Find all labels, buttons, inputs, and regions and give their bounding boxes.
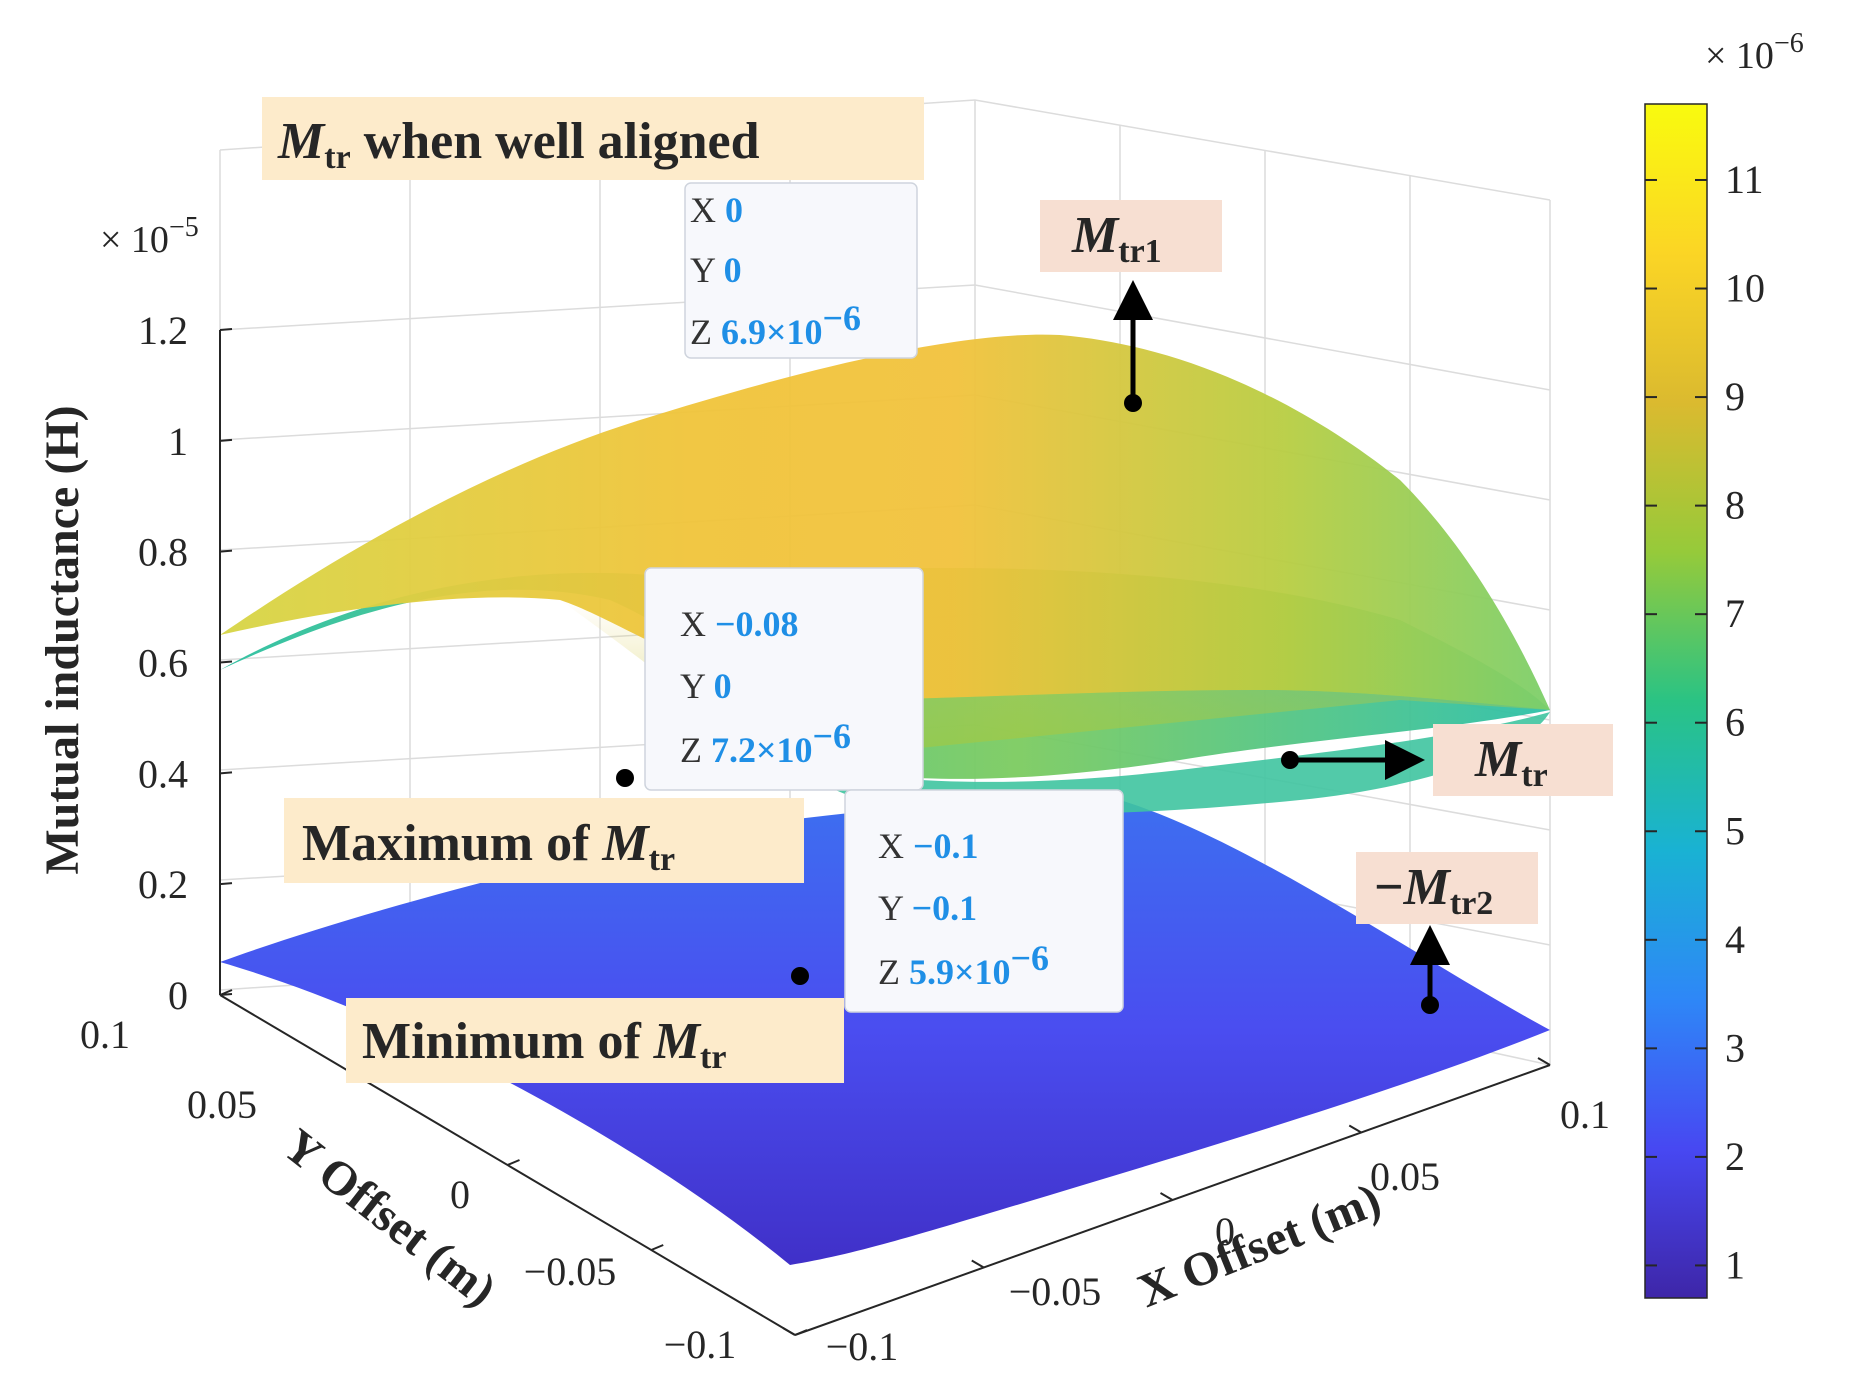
y-tick-mark xyxy=(794,1329,808,1336)
z-tick-label: 0 xyxy=(168,973,188,1018)
colorbar-multiplier: × 10−6 xyxy=(1705,28,1804,77)
x-tick-label: 0 xyxy=(1215,1209,1235,1254)
svg-text:Mtr1: Mtr1 xyxy=(1071,207,1162,270)
x-axis-label: X Offset (m) xyxy=(1131,1173,1388,1318)
datatip-minimum: X −0.1 Y −0.1 Z 5.9×10−6 xyxy=(844,789,1124,1013)
svg-text:Y 0: Y 0 xyxy=(680,666,732,706)
z-tick-label: 1 xyxy=(168,419,188,464)
y-tick-mark xyxy=(219,989,233,996)
colorbar-tick-label: 1 xyxy=(1725,1242,1745,1287)
z-tick-label: 1.2 xyxy=(138,308,188,353)
annotation-mtr2: −Mtr2 xyxy=(1356,852,1538,924)
svg-text:X −0.1: X −0.1 xyxy=(878,826,979,866)
marker-mtr2 xyxy=(1421,996,1439,1014)
x-tick-label: 0.1 xyxy=(1560,1092,1610,1137)
annotation-minimum: Minimum of Mtr xyxy=(346,998,844,1083)
annotation-arrows xyxy=(1113,280,1450,997)
y-axis-label: Y Offset (m) xyxy=(273,1119,506,1317)
colorbar-tick-label: 2 xyxy=(1725,1134,1745,1179)
colorbar-tick-label: 7 xyxy=(1725,591,1745,636)
z-tick-label: 0.8 xyxy=(138,530,188,575)
colorbar-tick-label: 11 xyxy=(1725,157,1764,202)
z-tick-mark xyxy=(219,438,233,442)
colorbar-tick-label: 3 xyxy=(1725,1025,1745,1070)
datatip-aligned: X 0 Y 0 Z 6.9×10−6 xyxy=(684,182,918,359)
svg-text:Minimum of Mtr: Minimum of Mtr xyxy=(362,1013,726,1076)
svg-text:Mtr when well aligned: Mtr when well aligned xyxy=(277,113,760,176)
marker-maximum xyxy=(616,769,634,787)
z-tick-mark xyxy=(219,328,233,331)
svg-text:Y 0: Y 0 xyxy=(690,250,742,290)
x-axis-ticks: −0.1 −0.05 0 0.05 0.1 xyxy=(782,1057,1610,1369)
surface-minus-mtr2 xyxy=(220,797,1550,1265)
marker-mtr xyxy=(1281,751,1299,769)
y-tick-label: −0.05 xyxy=(524,1249,617,1294)
colorbar-tick-label: 4 xyxy=(1725,917,1745,962)
x-tick-mark xyxy=(971,1259,985,1269)
surface-mtr-front-lip xyxy=(790,712,1550,815)
marker-points xyxy=(616,394,1439,1014)
y-tick-mark xyxy=(507,1159,520,1166)
svg-text:−Mtr2: −Mtr2 xyxy=(1374,859,1493,922)
y-tick-label: −0.1 xyxy=(664,1322,737,1367)
z-tick-mark xyxy=(219,549,233,553)
annotation-well-aligned: Mtr when well aligned xyxy=(262,97,924,180)
z-tick-label: 0.4 xyxy=(138,751,188,796)
x-tick-mark xyxy=(1159,1192,1174,1201)
marker-mtr1 xyxy=(1124,394,1142,412)
colorbar-tick-label: 9 xyxy=(1725,374,1745,419)
colorbar: 1 2 3 4 5 6 7 8 9 10 11 × 10−6 xyxy=(1644,28,1804,1299)
datatip-maximum: X −0.08 Y 0 Z 7.2×10−6 xyxy=(644,567,924,791)
y-tick-mark xyxy=(650,1244,664,1251)
svg-text:X −0.08: X −0.08 xyxy=(680,604,799,644)
x-tick-mark xyxy=(782,1327,796,1336)
colorbar-tick-label: 10 xyxy=(1725,266,1765,311)
y-axis-ticks: 0.1 0.05 0 −0.05 −0.1 xyxy=(80,989,808,1367)
y-tick-label: 0.05 xyxy=(187,1082,257,1127)
z-tick-label: 0.6 xyxy=(138,641,188,686)
svg-text:Maximum of Mtr: Maximum of Mtr xyxy=(302,815,675,878)
colorbar-tick-label: 8 xyxy=(1725,483,1745,528)
svg-text:X 0: X 0 xyxy=(690,190,743,230)
x-tick-label: 0.05 xyxy=(1370,1154,1440,1199)
y-tick-label: 0.1 xyxy=(80,1012,130,1057)
x-tick-mark xyxy=(1537,1057,1551,1066)
x-tick-mark xyxy=(1348,1124,1362,1134)
colorbar-tick-label: 6 xyxy=(1725,700,1745,745)
colorbar-tick-label: 5 xyxy=(1725,808,1745,853)
svg-text:Mtr: Mtr xyxy=(1474,731,1548,794)
annotation-mtr: Mtr xyxy=(1433,724,1613,796)
z-tick-mark xyxy=(219,660,233,664)
annotation-mtr1: Mtr1 xyxy=(1040,200,1222,272)
z-tick-mark xyxy=(219,771,233,775)
colorbar-gradient xyxy=(1644,103,1708,1299)
x-tick-label: −0.05 xyxy=(1009,1269,1102,1314)
marker-minimum xyxy=(791,967,809,985)
y-tick-label: 0 xyxy=(450,1172,470,1217)
colorbar-ticks: 1 2 3 4 5 6 7 8 9 10 11 xyxy=(1645,157,1765,1287)
z-tick-label: 0.2 xyxy=(138,862,188,907)
surface-mtr1 xyxy=(220,334,1550,710)
annotation-maximum: Maximum of Mtr xyxy=(284,798,804,883)
z-tick-mark xyxy=(219,882,233,886)
x-tick-label: −0.1 xyxy=(826,1324,899,1369)
svg-text:Y −0.1: Y −0.1 xyxy=(878,888,977,928)
z-multiplier: × 10−5 xyxy=(100,212,199,261)
z-axis-ticks: 0 0.2 0.4 0.6 0.8 1 1.2 xyxy=(138,308,233,1018)
z-axis-label: Mutual inductance (H) xyxy=(36,405,89,874)
